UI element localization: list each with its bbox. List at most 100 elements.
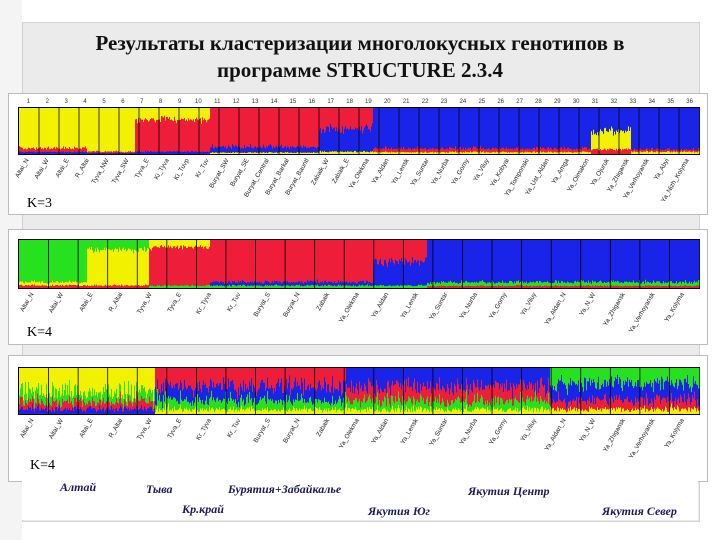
admixture-bar — [670, 240, 672, 282]
admixture-bar — [407, 262, 409, 286]
admixture-bar — [604, 148, 606, 154]
admixture-bar — [392, 240, 394, 261]
admixture-bar — [237, 152, 239, 154]
admixture-bar — [414, 152, 416, 154]
admixture-bar — [69, 408, 71, 414]
admixture-bar — [664, 151, 666, 154]
admixture-bar — [219, 283, 221, 286]
admixture-bar — [142, 285, 144, 288]
admixture-bar — [233, 108, 235, 147]
admixture-bar — [339, 151, 341, 154]
admixture-bar — [75, 384, 77, 398]
admixture-bar — [400, 260, 402, 286]
admixture-bar — [118, 410, 120, 414]
admixture-bar — [566, 108, 568, 150]
admixture-bar — [26, 368, 28, 394]
admixture-bar — [92, 397, 94, 409]
admixture-bar — [287, 108, 289, 147]
admixture-bar — [106, 368, 108, 390]
admixture-bar — [501, 282, 503, 287]
admixture-bar — [439, 240, 441, 283]
admixture-bar — [540, 240, 542, 282]
admixture-bar — [415, 152, 417, 154]
admixture-bar — [46, 108, 48, 150]
admixture-bar — [62, 284, 64, 288]
admixture-bar — [36, 151, 38, 154]
admixture-bar — [298, 240, 300, 282]
admixture-bar — [26, 149, 28, 153]
admixture-bar — [82, 286, 84, 288]
admixture-bar — [362, 133, 364, 152]
admixture-bar — [172, 408, 174, 414]
admixture-bar — [357, 108, 359, 129]
admixture-bar — [319, 151, 321, 154]
admixture-bar — [398, 285, 400, 288]
admixture-bar — [99, 240, 101, 253]
admixture-bar — [157, 388, 159, 406]
admixture-bar — [410, 240, 412, 266]
admixture-bar — [319, 283, 321, 287]
admixture-bar — [216, 281, 218, 286]
admixture-bar — [319, 286, 321, 288]
admixture-bar — [619, 282, 621, 287]
admixture-bar — [301, 147, 303, 153]
admixture-bar — [66, 108, 68, 149]
admixture-bar — [516, 147, 518, 153]
admixture-bar — [141, 240, 143, 249]
admixture-bar — [546, 240, 548, 283]
admixture-bar — [102, 401, 104, 409]
population-label: Ya_Gorny — [450, 157, 471, 186]
admixture-bar — [435, 108, 437, 149]
admixture-bar — [303, 240, 305, 284]
population-number: 34 — [648, 99, 655, 105]
admixture-bar — [509, 280, 511, 287]
admixture-bar — [215, 108, 217, 147]
admixture-bar — [103, 153, 105, 154]
admixture-bar — [462, 152, 464, 154]
admixture-bar — [534, 240, 536, 283]
admixture-bar — [412, 152, 414, 154]
population-label: Ya_Nurba — [430, 157, 451, 186]
admixture-bar — [321, 133, 323, 153]
admixture-bar — [230, 286, 232, 288]
admixture-bar — [306, 240, 308, 284]
admixture-bar — [187, 284, 189, 288]
admixture-bar — [410, 108, 412, 149]
admixture-bar — [56, 399, 58, 408]
admixture-bar — [19, 285, 21, 288]
admixture-bar — [52, 382, 54, 396]
admixture-bar — [284, 108, 286, 147]
admixture-bar — [286, 152, 288, 154]
admixture-bar — [568, 282, 570, 287]
admixture-bar — [156, 119, 158, 152]
admixture-bar — [358, 240, 360, 282]
admixture-bar — [671, 151, 673, 154]
admixture-bar — [244, 152, 246, 154]
admixture-bar — [325, 152, 327, 154]
admixture-bar — [340, 285, 342, 288]
admixture-bar — [103, 407, 105, 414]
admixture-bar — [517, 281, 519, 286]
admixture-bar — [557, 283, 559, 286]
admixture-bar — [503, 147, 505, 152]
admixture-bar — [555, 148, 557, 153]
admixture-bar — [102, 286, 104, 288]
admixture-bar — [194, 122, 196, 152]
admixture-bar — [231, 240, 233, 284]
admixture-bar — [23, 149, 25, 153]
admixture-bar — [38, 403, 40, 414]
admixture-bar — [131, 410, 133, 414]
admixture-bar — [165, 403, 167, 414]
admixture-bar — [32, 396, 34, 404]
admixture-bar — [170, 285, 172, 288]
admixture-bar — [605, 149, 607, 154]
admixture-bar — [475, 286, 477, 288]
admixture-bar — [49, 368, 51, 394]
admixture-bar — [473, 151, 475, 154]
admixture-bar — [586, 240, 588, 282]
admixture-bar — [129, 240, 131, 249]
admixture-bar — [543, 286, 545, 288]
admixture-bar — [175, 240, 177, 249]
admixture-bar — [674, 283, 676, 287]
admixture-bar — [404, 265, 406, 285]
